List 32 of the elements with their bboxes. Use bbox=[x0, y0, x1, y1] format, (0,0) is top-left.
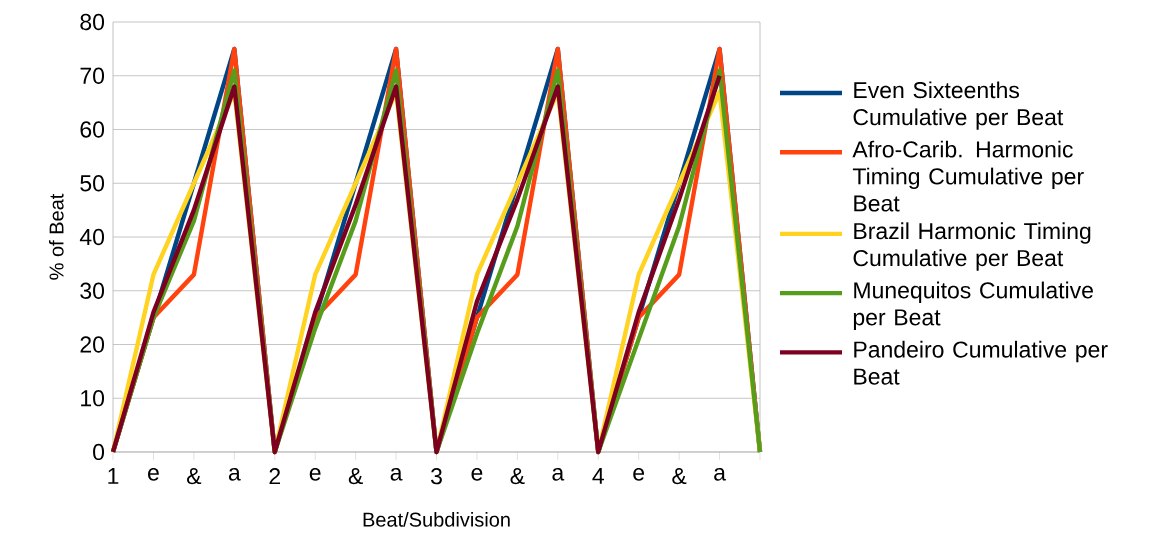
y-tick-label: 20 bbox=[80, 336, 105, 353]
x-tick-label: e bbox=[471, 468, 483, 481]
y-tick-label: 40 bbox=[79, 228, 105, 246]
y-tick-label: 60 bbox=[80, 121, 105, 138]
legend-label: Afro-Carib. Harmonic Timing Cumulative per Beat bbox=[852, 140, 1084, 212]
x-tick-label: 2 bbox=[269, 468, 280, 485]
legend-label: Munequitos Cumulative per Beat bbox=[853, 281, 1093, 330]
y-tick-label: 30 bbox=[80, 282, 105, 299]
legend-label: Pandeiro Cumulative per Beat bbox=[854, 340, 1108, 385]
x-axis-title: Beat/Subdivision bbox=[363, 512, 510, 527]
y-tick-label: 10 bbox=[81, 390, 105, 407]
legend-label: Brazil Harmonic Timing Cumulative per Beat bbox=[853, 222, 1091, 271]
x-tick-label: a bbox=[552, 468, 565, 481]
y-tick-label: 80 bbox=[80, 13, 105, 31]
x-tick-label: a bbox=[228, 468, 241, 481]
x-tick-label: & bbox=[187, 468, 202, 485]
y-tick-label: 70 bbox=[80, 67, 105, 84]
x-tick-label: 1 bbox=[108, 468, 119, 484]
x-tick-label: & bbox=[510, 468, 525, 485]
x-tick-label: 3 bbox=[430, 468, 442, 485]
x-tick-label: & bbox=[348, 468, 363, 485]
x-tick-label: a bbox=[714, 468, 726, 481]
legend-label: Even Sixteenths Cumulative per Beat bbox=[853, 81, 1064, 130]
x-tick-label: e bbox=[309, 468, 321, 481]
y-tick-label: 0 bbox=[93, 443, 105, 461]
x-tick-label: e bbox=[148, 468, 159, 481]
y-tick-label: 50 bbox=[80, 175, 105, 192]
x-tick-label: e bbox=[633, 468, 645, 481]
x-tick-label: & bbox=[672, 468, 687, 485]
x-tick-label: a bbox=[390, 468, 403, 481]
x-tick-label: 4 bbox=[592, 468, 604, 484]
y-axis-title: % of Beat bbox=[48, 193, 64, 280]
